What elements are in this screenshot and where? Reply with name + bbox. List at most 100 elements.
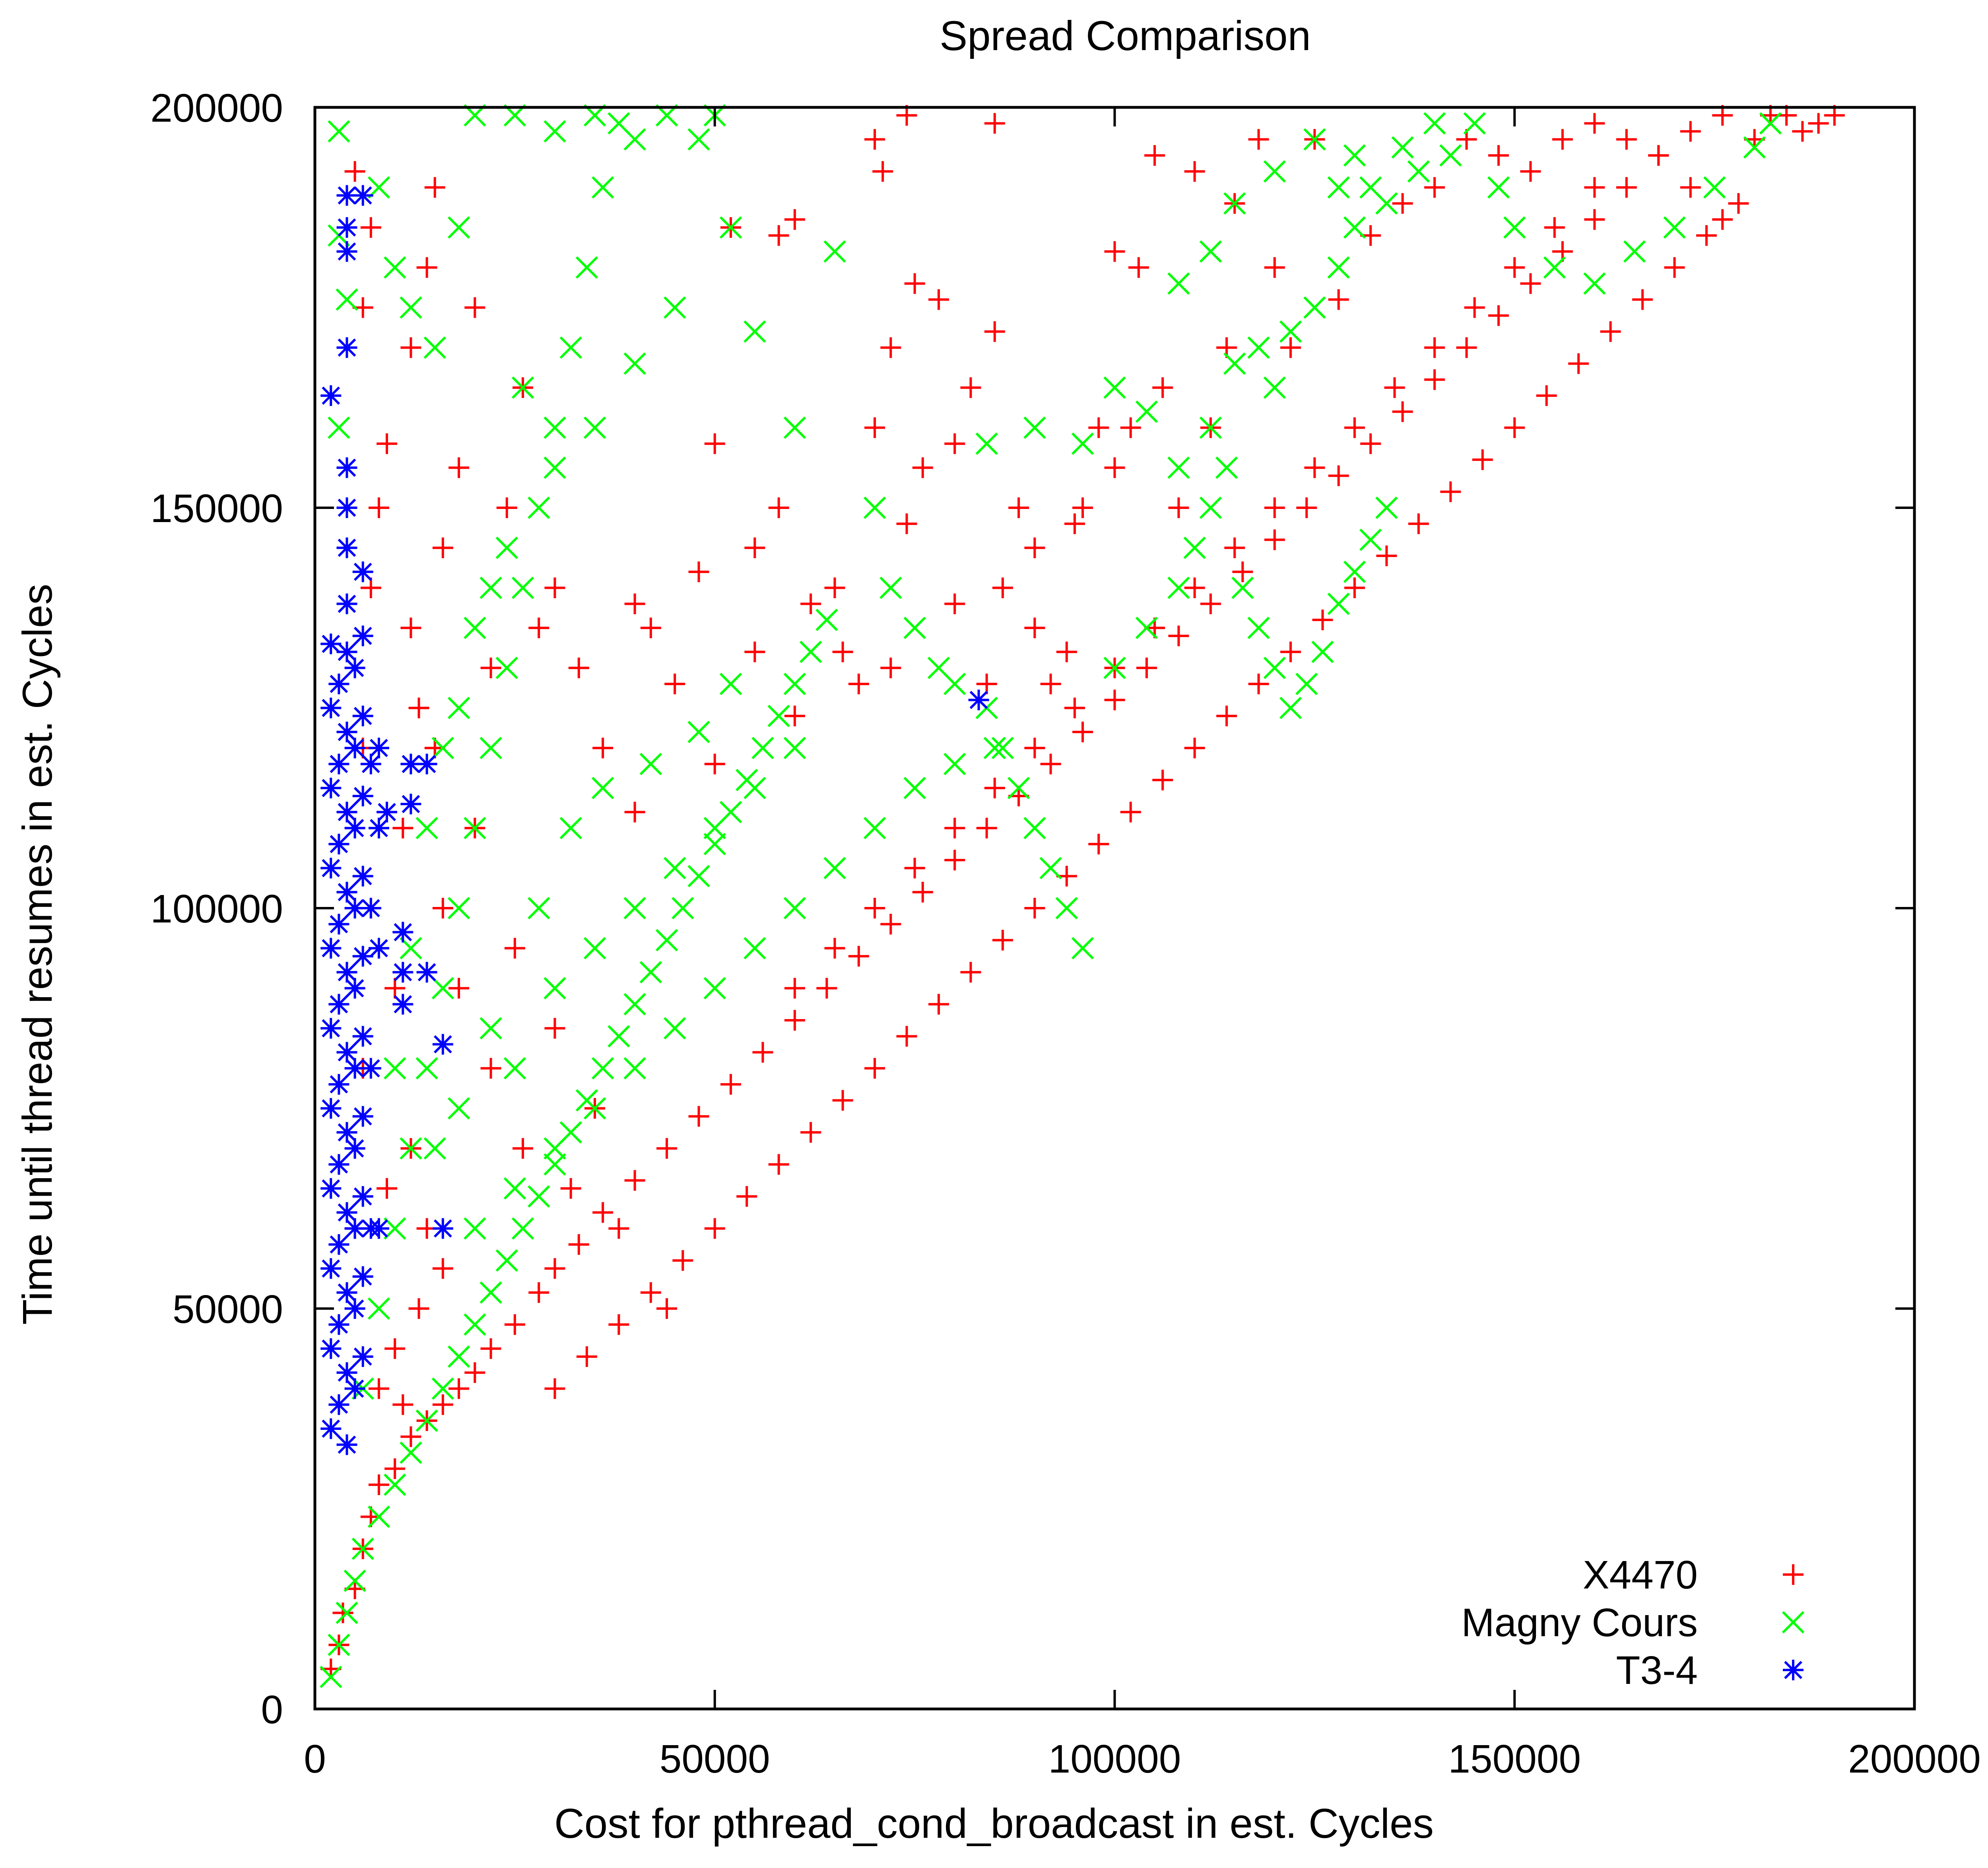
data-point <box>1728 193 1749 214</box>
data-point <box>1568 353 1589 374</box>
data-point <box>368 1378 389 1399</box>
data-point <box>1343 144 1366 167</box>
data-point <box>944 850 965 871</box>
x-tick-label: 0 <box>304 1737 326 1781</box>
data-point <box>880 337 901 358</box>
data-point <box>377 802 398 823</box>
x-tick-label: 50000 <box>660 1737 770 1781</box>
data-point <box>368 817 389 839</box>
data-point <box>1584 177 1605 198</box>
data-point <box>544 120 566 143</box>
data-point <box>416 753 437 775</box>
data-point <box>944 753 966 775</box>
data-point <box>984 113 1005 134</box>
data-point <box>592 1202 613 1223</box>
data-point <box>480 577 502 599</box>
data-point <box>559 817 582 839</box>
data-point <box>608 1218 629 1239</box>
data-point <box>511 376 534 399</box>
data-point <box>1384 377 1405 398</box>
data-point <box>1023 817 1046 839</box>
series-t3-4 <box>320 185 989 1455</box>
data-point <box>1375 496 1398 519</box>
data-point <box>687 128 710 151</box>
data-point <box>896 1026 917 1047</box>
data-point <box>664 1017 686 1040</box>
data-point <box>1423 112 1446 135</box>
data-point <box>1247 336 1270 359</box>
data-point <box>880 914 901 935</box>
data-point <box>1391 136 1414 159</box>
data-point <box>495 536 518 559</box>
data-point <box>332 1602 353 1623</box>
data-point <box>544 1378 565 1399</box>
data-point <box>800 641 822 663</box>
data-point <box>744 777 766 800</box>
data-point <box>408 1298 429 1319</box>
data-point <box>495 656 518 679</box>
data-point <box>320 1178 342 1199</box>
data-point <box>503 1057 526 1080</box>
data-point <box>336 802 357 823</box>
data-point <box>384 978 406 999</box>
data-point <box>688 1106 709 1127</box>
data-point <box>1183 536 1206 559</box>
data-point <box>1536 385 1557 406</box>
x-tick-label: 150000 <box>1448 1737 1581 1781</box>
data-point <box>504 938 525 959</box>
data-point <box>672 897 694 920</box>
data-point <box>1487 176 1510 199</box>
data-point <box>751 737 774 759</box>
data-point <box>544 1153 566 1176</box>
data-point <box>784 209 805 230</box>
data-point <box>1248 674 1269 695</box>
data-point <box>823 857 846 880</box>
data-point <box>1552 129 1573 150</box>
data-point <box>1408 513 1429 534</box>
data-point <box>687 865 710 887</box>
series-x4470 <box>320 105 1845 1680</box>
data-point <box>480 1017 502 1040</box>
data-point <box>1584 209 1605 230</box>
data-point <box>991 737 1014 759</box>
data-point <box>1071 432 1094 455</box>
data-point <box>1703 176 1726 199</box>
data-point <box>1407 160 1430 183</box>
data-point <box>1055 897 1078 920</box>
data-point <box>352 1266 373 1287</box>
data-point <box>431 977 454 1000</box>
data-point <box>1392 193 1413 214</box>
data-point <box>528 1282 549 1303</box>
legend-marker <box>1782 1611 1805 1634</box>
data-point <box>664 674 685 695</box>
data-point <box>928 289 949 310</box>
data-point <box>431 1377 454 1400</box>
data-point <box>415 1057 438 1080</box>
data-point <box>783 897 806 920</box>
data-point <box>495 1249 518 1272</box>
data-point <box>896 513 917 534</box>
data-point <box>1023 416 1046 439</box>
data-point <box>960 962 981 983</box>
data-point <box>1680 121 1701 142</box>
data-point <box>864 1058 885 1079</box>
data-point <box>976 674 997 695</box>
data-point <box>720 1074 741 1095</box>
data-point <box>432 1034 453 1055</box>
data-point <box>360 1058 381 1079</box>
data-point <box>832 641 853 662</box>
data-point <box>511 1217 534 1240</box>
data-point <box>1648 145 1669 166</box>
data-point <box>944 817 965 839</box>
data-point <box>464 1313 486 1336</box>
legend-marker <box>1783 1564 1804 1585</box>
data-point <box>351 1538 374 1560</box>
data-point <box>1520 273 1541 294</box>
data-point <box>336 1602 358 1624</box>
data-point <box>928 994 949 1015</box>
data-point <box>688 561 709 583</box>
data-point <box>344 978 365 999</box>
data-point <box>640 1282 661 1303</box>
data-point <box>368 938 389 959</box>
data-point <box>768 225 789 246</box>
